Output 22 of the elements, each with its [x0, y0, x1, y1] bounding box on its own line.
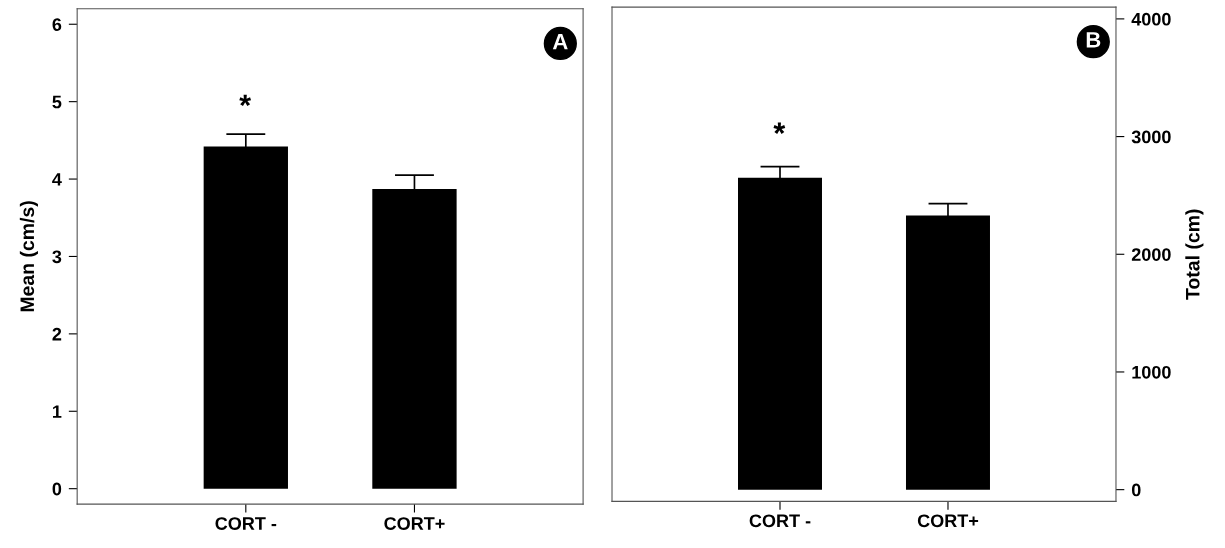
- annotation: B: [1086, 32, 1101, 48]
- x-tick-label: CORT+: [384, 517, 445, 530]
- y-tick-label: 6: [52, 18, 62, 31]
- y-tick-label: 2: [52, 327, 62, 341]
- y2-tick-label: 2000: [1131, 248, 1171, 261]
- y-tick-label: 0: [52, 482, 62, 496]
- annotation: *: [773, 122, 786, 134]
- annotation: A: [552, 33, 568, 50]
- y-tick-label: 5: [52, 95, 62, 109]
- y-axis-title: Mean (cm/s): [19, 201, 38, 312]
- x-tick-label: CORT -: [215, 517, 277, 530]
- y2-tick-label: 4000: [1131, 12, 1171, 26]
- y2-tick-label: 1000: [1132, 365, 1171, 379]
- annotation: *: [239, 94, 252, 107]
- y2-tick-label: 3000: [1131, 130, 1171, 144]
- y-tick-label: 4: [52, 173, 62, 186]
- x-tick-label: CORT -: [749, 514, 811, 528]
- y-tick-label: 3: [52, 250, 62, 264]
- y2-tick-label: 0: [1131, 483, 1141, 497]
- y2-axis-title: Total (cm): [1185, 209, 1204, 300]
- x-tick-label: CORT+: [917, 514, 979, 528]
- y-tick-label: 1: [52, 405, 62, 418]
